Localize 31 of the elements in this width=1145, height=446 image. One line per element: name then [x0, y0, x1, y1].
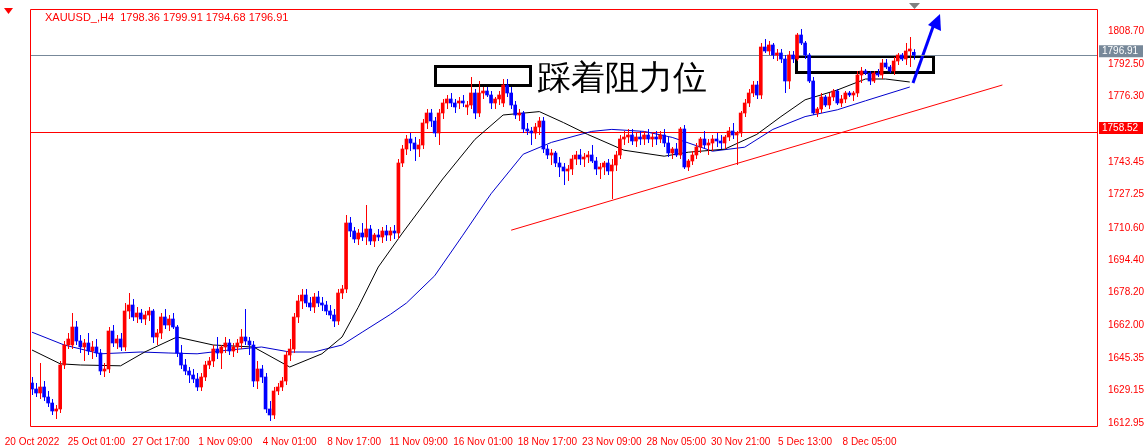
ref-line-label: 1796.91 [1102, 44, 1139, 56]
y-tick-label: 1743.45 [1108, 155, 1145, 167]
x-tick-label: 23 Nov 09:00 [582, 435, 642, 446]
y-tick-label: 1694.40 [1108, 253, 1145, 265]
x-tick-label: 18 Nov 17:00 [517, 435, 578, 446]
y-tick-label: 1792.50 [1108, 57, 1145, 69]
x-tick-label: 25 Oct 01:00 [67, 435, 126, 446]
x-tick-label: 5 Dec 13:00 [778, 435, 833, 446]
x-tick-label: 8 Dec 05:00 [842, 435, 897, 446]
ref-line-label: 1758.52 [1102, 121, 1139, 133]
y-tick-label: 1612.95 [1108, 416, 1145, 428]
x-tick-label: 20 Oct 2022 [4, 435, 60, 446]
chart-title: XAUUSD_,H4 1798.36 1799.91 1794.68 1796.91 [45, 11, 289, 24]
candlestick [911, 48, 916, 61]
annotation: 踩着阻力位 [537, 58, 708, 96]
y-tick-label: 1710.60 [1108, 221, 1145, 233]
x-tick-label: 1 Nov 09:00 [198, 435, 253, 446]
y-tick-label: 1645.35 [1108, 352, 1145, 364]
x-tick-label: 28 Nov 05:00 [646, 435, 707, 446]
x-tick-label: 8 Nov 17:00 [327, 435, 382, 446]
x-tick-label: 11 Nov 09:00 [389, 435, 449, 446]
y-tick-label: 1776.30 [1108, 90, 1145, 102]
x-tick-label: 27 Oct 17:00 [132, 435, 190, 446]
x-tick-label: 16 Nov 01:00 [453, 435, 514, 446]
y-tick-label: 1727.25 [1108, 188, 1145, 200]
x-tick-label: 4 Nov 01:00 [262, 435, 318, 446]
x-tick-label: 30 Nov 21:00 [710, 435, 771, 446]
y-tick-label: 1678.20 [1108, 286, 1145, 298]
y-tick-label: 1808.70 [1108, 25, 1145, 37]
y-tick-label: 1629.15 [1108, 384, 1145, 396]
y-tick-label: 1662.00 [1108, 318, 1145, 330]
